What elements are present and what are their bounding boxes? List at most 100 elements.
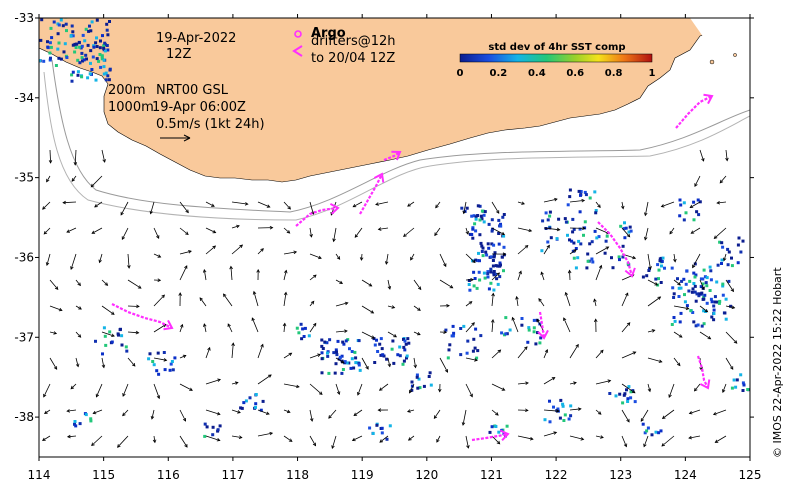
current-vector xyxy=(595,349,604,359)
coast-east xyxy=(690,18,750,44)
sst-pixel xyxy=(80,44,84,48)
sst-pixel xyxy=(568,238,571,242)
current-vector-head xyxy=(122,412,126,417)
current-vector-head xyxy=(651,329,656,333)
current-vector xyxy=(565,292,571,307)
sst-pixel xyxy=(726,263,730,267)
current-vector xyxy=(621,322,631,333)
sst-pixel xyxy=(480,244,484,248)
current-vector xyxy=(621,351,636,359)
island xyxy=(733,53,737,57)
current-vector xyxy=(309,383,323,395)
current-vector-head xyxy=(212,229,217,234)
sst-pixel xyxy=(119,327,122,331)
sst-pixel xyxy=(376,350,380,353)
current-vector xyxy=(127,357,136,367)
current-vector-head xyxy=(468,301,473,305)
current-vector xyxy=(699,331,711,340)
current-vector-head xyxy=(184,443,188,448)
current-vector-head xyxy=(722,389,726,393)
current-vector-head xyxy=(377,227,382,231)
current-vector-head xyxy=(529,436,534,441)
current-vector xyxy=(49,331,57,334)
sst-pixel xyxy=(702,297,706,301)
current-vector xyxy=(517,382,529,385)
sst-pixel xyxy=(48,10,51,13)
current-vector-head xyxy=(524,346,528,350)
current-vector-head xyxy=(677,282,681,286)
sst-pixel xyxy=(594,209,598,212)
sst-pixel xyxy=(490,425,494,429)
sst-pixel xyxy=(478,233,482,237)
sst-pixel xyxy=(218,424,222,428)
sst-pixel xyxy=(709,269,713,273)
sst-pixel xyxy=(647,269,651,272)
current-vector-head xyxy=(669,230,673,235)
current-vector xyxy=(595,246,609,255)
current-vector-head xyxy=(678,334,683,338)
current-vector-head xyxy=(344,301,349,306)
current-vector xyxy=(74,149,77,165)
current-vector xyxy=(179,324,183,333)
sst-pixel xyxy=(350,357,354,361)
current-vector xyxy=(335,330,348,333)
sst-pixel xyxy=(702,322,706,326)
sst-pixel xyxy=(480,217,484,221)
current-vector xyxy=(66,227,77,233)
sst-pixel xyxy=(741,381,745,385)
current-vector-head xyxy=(244,202,249,206)
sst-pixel xyxy=(81,59,84,63)
current-vector-head xyxy=(207,346,211,351)
drifter-chevron xyxy=(391,150,402,161)
sst-pixel xyxy=(498,275,502,279)
sst-pixel xyxy=(103,0,106,2)
current-vector-head xyxy=(188,250,192,254)
sst-pixel xyxy=(97,59,101,63)
sst-pixel xyxy=(656,263,660,267)
current-vector xyxy=(179,265,188,281)
sst-pixel xyxy=(48,41,52,45)
current-vector xyxy=(543,245,550,255)
sst-pixel xyxy=(660,264,663,268)
sst-pixel xyxy=(641,422,645,426)
sst-pixel xyxy=(473,222,477,226)
sst-pixel xyxy=(62,11,65,14)
sst-pixel xyxy=(540,249,544,253)
sst-pixel xyxy=(680,279,684,283)
sst-pixel xyxy=(125,349,129,353)
sst-pixel xyxy=(402,359,406,363)
sst-pixel xyxy=(742,383,746,387)
current-vector-head xyxy=(293,250,298,255)
sst-pixel xyxy=(583,190,587,194)
sst-pixel xyxy=(700,324,704,328)
sst-pixel xyxy=(693,284,697,288)
sst-pixel xyxy=(568,195,572,199)
drifter-chevron xyxy=(499,429,510,441)
sst-pixel xyxy=(102,72,106,76)
sst-pixel xyxy=(659,429,663,433)
sst-pixel xyxy=(375,423,379,427)
sst-pixel xyxy=(106,74,110,78)
sst-pixel xyxy=(332,351,336,355)
sst-pixel xyxy=(559,398,563,402)
sst-pixel xyxy=(357,361,361,365)
colorbar-tick-label: 0.4 xyxy=(528,68,546,79)
current-vector xyxy=(328,409,337,419)
current-vector xyxy=(75,331,81,338)
current-vector xyxy=(153,435,156,443)
current-vector xyxy=(231,382,238,385)
current-vector-head xyxy=(491,292,495,297)
current-vector xyxy=(354,227,363,238)
drifter-tracks xyxy=(111,93,714,442)
current-vector-head xyxy=(551,377,556,381)
current-vector-head xyxy=(182,418,186,422)
sst-pixel xyxy=(151,360,155,363)
x-axis-ticks: 114 115 116 117 118 119 120 121 122 123 124 125 xyxy=(28,14,761,482)
current-vector xyxy=(491,383,505,391)
current-vector-head xyxy=(407,203,411,207)
current-vector-head xyxy=(238,435,243,439)
current-vector xyxy=(543,227,560,231)
sst-pixel xyxy=(678,198,682,202)
current-vector-head xyxy=(620,205,625,210)
sst-pixel xyxy=(552,405,555,409)
